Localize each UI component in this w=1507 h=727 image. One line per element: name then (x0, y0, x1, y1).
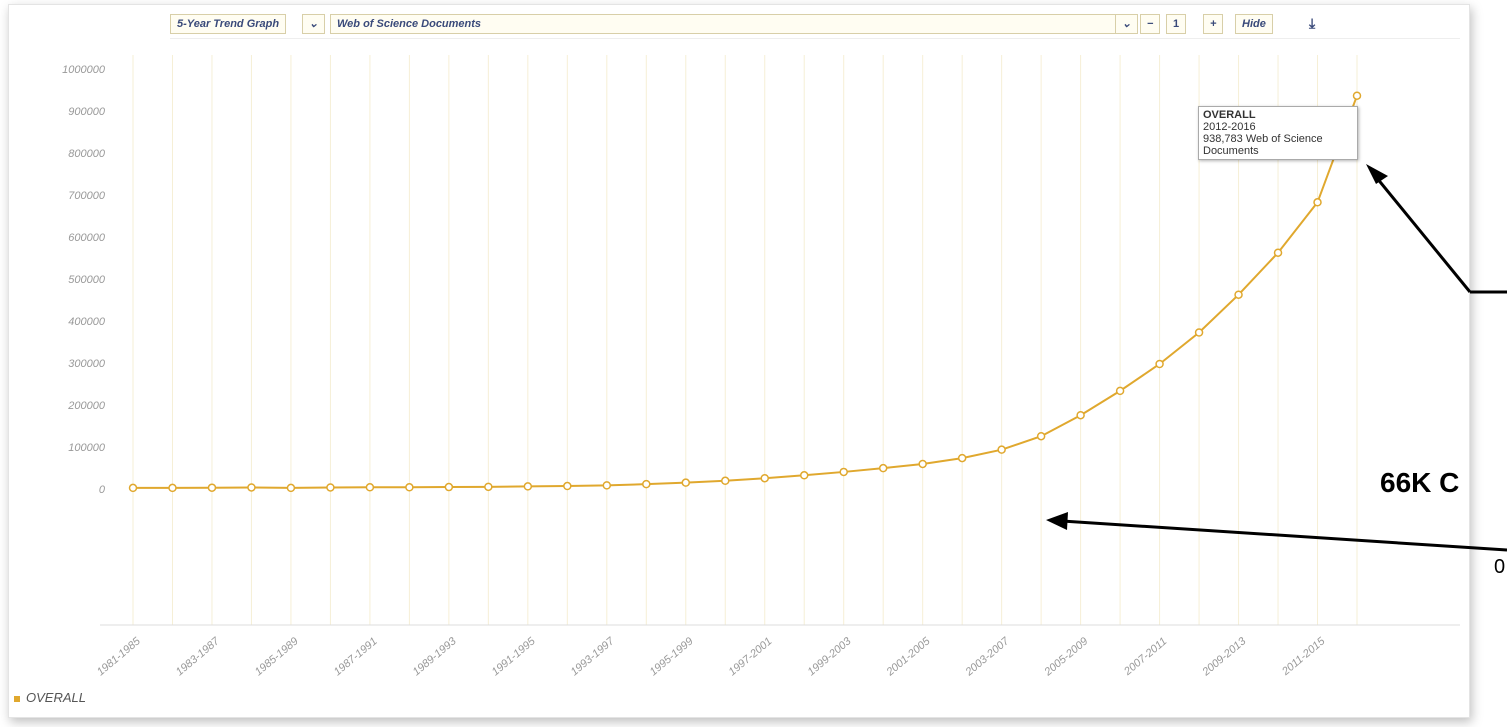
data-point (207, 483, 217, 492)
data-point (1234, 290, 1243, 299)
data-point (918, 459, 927, 469)
dropdown[interactable]: ⌄ (302, 14, 326, 34)
x-tick-label: 1993-1997 (569, 635, 618, 679)
data-point (247, 483, 256, 492)
y-tick-label: 400000 (68, 316, 106, 328)
y-tick-label: 1000000 (62, 64, 106, 76)
annotation: 0 (1494, 556, 1506, 578)
y-tick-label: 100000 (68, 442, 106, 454)
data-point (523, 482, 533, 491)
page-number: 1 (1166, 14, 1187, 34)
x-tick-label: 1987-1991 (332, 635, 380, 678)
y-tick-label: 500000 (68, 274, 106, 286)
x-tick-label: 1991-1995 (490, 635, 539, 679)
arrow-line (1061, 519, 1507, 552)
data-point (1273, 248, 1283, 257)
tooltip: OVERALL 2012-2016 938,783 Web of Science… (1198, 106, 1358, 160)
annotation: 66K C (1380, 467, 1460, 498)
data-point (1352, 91, 1362, 100)
data-point (799, 471, 809, 480)
download-button[interactable]: ⤓ (1309, 15, 1316, 31)
legend-label: OVERALL (26, 690, 86, 705)
x-tick-label: 2001-2005 (884, 635, 933, 679)
x-tick-label: 1981-1985 (95, 635, 144, 679)
tooltip-title: OVERALL (1203, 109, 1256, 121)
x-tick-label: 2005-2009 (1042, 635, 1091, 679)
x-tick-label: 1995-1999 (648, 635, 696, 678)
data-point (128, 483, 138, 493)
toolbar: 5-Year Trend Graph ⌄ Web of Science Docu… (170, 10, 1460, 39)
data-point (365, 483, 375, 492)
data-point (484, 482, 493, 492)
tooltip-text: 938,783 Web of Science Documents (1203, 133, 1323, 157)
data-point (997, 445, 1006, 454)
data-point (957, 453, 967, 463)
data-point (1194, 328, 1204, 337)
y-tick-label: 900000 (68, 106, 106, 118)
y-tick-label: 600000 (68, 232, 106, 244)
increase-button[interactable]: + (1203, 14, 1224, 34)
data-point (168, 483, 177, 493)
x-tick-label: 2011-2015 (1279, 635, 1328, 679)
data-line (133, 95, 1358, 489)
y-tick-label: 800000 (68, 148, 106, 160)
x-tick-label: 1999-2003 (805, 635, 854, 679)
data-point (1155, 359, 1164, 369)
legend[interactable]: OVERALL (14, 690, 86, 705)
data-point (602, 481, 612, 490)
arrow-line (1370, 171, 1472, 293)
y-tick-label: 200000 (67, 400, 106, 412)
data-point (681, 478, 691, 487)
data-point (326, 483, 335, 492)
data-point (1313, 198, 1322, 207)
data-point (563, 481, 572, 491)
metric-select[interactable]: Web of Science Documents (330, 14, 1123, 34)
data-point (839, 467, 848, 477)
x-tick-label: 1985-1989 (253, 635, 301, 678)
data-point (878, 463, 888, 473)
data-point (286, 483, 296, 493)
y-tick-label: 0 (99, 484, 106, 496)
x-tick-label: 1983-1987 (174, 635, 223, 679)
x-tick-label: 2003-2007 (963, 635, 1012, 679)
data-point (1076, 410, 1085, 420)
data-point (642, 479, 651, 489)
data-point (1115, 386, 1125, 396)
data-point (444, 482, 454, 492)
x-tick-label: 1989-1993 (411, 635, 460, 679)
data-point (405, 483, 414, 492)
decrease-button[interactable]: − (1140, 14, 1161, 34)
legend-swatch (14, 696, 20, 702)
dropdown[interactable]: ⌄ (1115, 14, 1139, 34)
data-point (721, 476, 730, 486)
y-tick-label: 700000 (68, 190, 106, 202)
x-tick-label: 2009-2013 (1200, 635, 1249, 679)
data-point (1036, 431, 1046, 441)
data-point (760, 473, 769, 483)
hide-button[interactable]: Hide (1235, 14, 1273, 34)
arrow-head (1366, 164, 1388, 184)
graph-type-select[interactable]: 5-Year Trend Graph (170, 14, 287, 34)
arrow-head (1046, 512, 1068, 530)
tooltip-period: 2012-2016 (1203, 121, 1256, 133)
x-tick-label: 2007-2011 (1121, 635, 1169, 678)
x-tick-label: 1997-2001 (727, 635, 775, 678)
y-tick-label: 300000 (68, 358, 106, 370)
